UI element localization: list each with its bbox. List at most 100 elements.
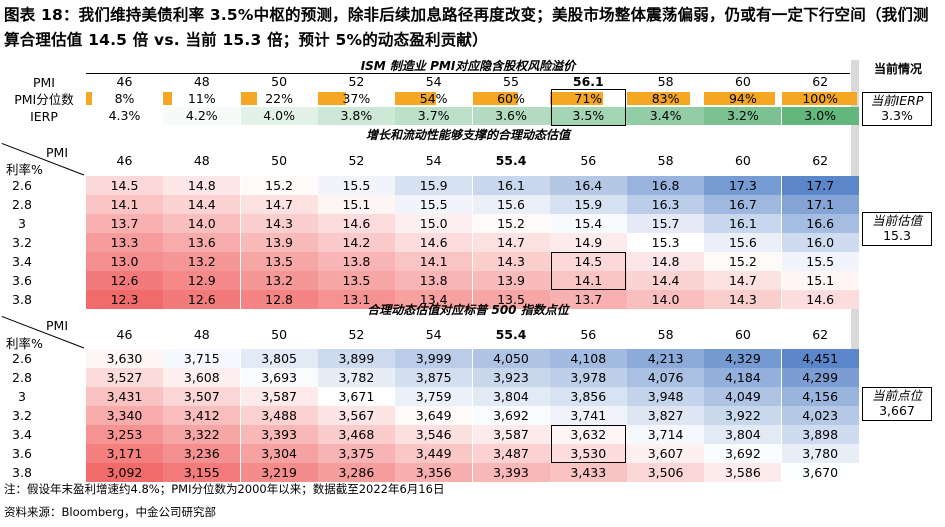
heatmap-cell: 13.5 <box>240 252 318 271</box>
current-valuation-value: 15.3 <box>883 228 911 243</box>
percentile-label: 94% <box>728 91 757 106</box>
rate-row-label: 3.8 <box>12 292 32 307</box>
ierp-cell: 3.6% <box>472 107 550 125</box>
heatmap-cell: 3,827 <box>627 406 705 425</box>
heatmap-cell: 15.9 <box>549 195 627 214</box>
heatmap-cell: 3,587 <box>472 425 550 444</box>
rate-row-label: 3 <box>18 389 26 404</box>
heatmap-cell: 4,451 <box>781 349 859 368</box>
rate-row-label: 3.2 <box>12 235 32 250</box>
pmi-header-cell: 56 <box>580 153 597 168</box>
heatmap-cell: 14.2 <box>317 233 395 252</box>
heatmap-cell: 3,922 <box>704 406 782 425</box>
heatmap-cell: 4,049 <box>704 387 782 406</box>
ierp-cell: 3.5% <box>549 107 627 125</box>
rate-row-label: 2.8 <box>12 197 32 212</box>
heatmap-cell: 3,608 <box>163 368 241 387</box>
heatmap-cell: 3,340 <box>86 406 163 425</box>
heatmap-cell: 3,899 <box>317 349 395 368</box>
heatmap-cell: 17.3 <box>704 176 782 195</box>
percentile-label: 60% <box>497 91 525 106</box>
heatmap-cell: 15.5 <box>395 195 473 214</box>
heatmap-cell: 3,923 <box>472 368 550 387</box>
percentile-label: 11% <box>187 91 216 106</box>
pmi-percentile-cell: 60% <box>472 90 550 107</box>
heatmap-cell: 3,322 <box>163 425 241 444</box>
rate-row-label: 3.4 <box>12 254 32 269</box>
heatmap-cell: 15.7 <box>627 214 705 233</box>
pmi-header-cell: 52 <box>348 153 365 168</box>
ierp-cell: 3.2% <box>704 107 782 125</box>
footnote: 注：假设年末盈利增速约4.8%；PMI分位数为2000年以来；数据截至2022年… <box>4 482 445 496</box>
heatmap-cell: 3,393 <box>472 463 550 482</box>
heatmap-cell: 4,076 <box>627 368 705 387</box>
pmi-percentile-cell: 100% <box>781 90 859 107</box>
pmi-header-cell: 48 <box>193 327 210 342</box>
corner-rate-label: 利率% <box>6 336 43 351</box>
pmi-header-cell: 62 <box>812 74 829 89</box>
highlight-box-pmi-56-1 <box>550 89 627 126</box>
ierp-cell: 3.8% <box>317 107 395 125</box>
percentile-bar <box>704 92 776 105</box>
heatmap-cell: 14.5 <box>86 176 163 195</box>
heatmap-cell: 14.3 <box>240 214 318 233</box>
heatmap-cell: 3,804 <box>704 425 782 444</box>
section3-title: 合理动态估值对应标普 500 指数点位 <box>367 303 569 317</box>
current-index-value: 3,667 <box>879 403 915 418</box>
pmi-header-cell: 56 <box>580 327 597 342</box>
heatmap-cell: 3,692 <box>704 444 782 463</box>
heatmap-cell: 3,431 <box>86 387 163 406</box>
section1-title: ISM 制造业 PMI对应隐含股权风险溢价 <box>360 59 576 73</box>
pmi-header-cell: 55.4 <box>495 153 527 168</box>
row-label-ierp: IERP <box>30 109 58 124</box>
heatmap-cell: 15.4 <box>549 214 627 233</box>
heatmap-cell: 3,804 <box>472 387 550 406</box>
heatmap-cell: 3,433 <box>549 463 627 482</box>
heatmap-cell: 3,356 <box>395 463 473 482</box>
pmi-header-cell: 56.1 <box>572 74 604 89</box>
heatmap-cell: 14.4 <box>163 195 241 214</box>
heatmap-cell: 13.5 <box>472 290 550 309</box>
heatmap-cell: 13.7 <box>86 214 163 233</box>
pmi-header-cell: 50 <box>271 327 288 342</box>
heatmap-cell: 3,693 <box>240 368 318 387</box>
heatmap-cell: 15.2 <box>240 176 318 195</box>
pmi-header-cell: 60 <box>734 327 751 342</box>
pmi-percentile-cell: 22% <box>240 90 318 107</box>
heatmap-cell: 3,468 <box>317 425 395 444</box>
heatmap-cell: 3,632 <box>549 425 627 444</box>
heatmap-cell: 3,546 <box>395 425 473 444</box>
percentile-bar <box>317 92 346 105</box>
heatmap-cell: 3,715 <box>163 349 241 368</box>
heatmap-cell: 16.4 <box>549 176 627 195</box>
pmi-header-cell: 62 <box>812 327 829 342</box>
pmi-percentile-cell: 71% <box>549 90 627 107</box>
heatmap-cell: 14.1 <box>86 195 163 214</box>
heatmap-cell: 3,487 <box>472 444 550 463</box>
heatmap-cell: 3,449 <box>395 444 473 463</box>
source-note: 资料来源：Bloomberg，中金公司研究部 <box>4 505 217 519</box>
percentile-label: 8% <box>114 91 135 106</box>
percentile-bar <box>472 92 518 105</box>
heatmap-cell: 13.7 <box>549 290 627 309</box>
heatmap-cell: 14.6 <box>781 290 859 309</box>
heatmap-cell: 3,236 <box>163 444 241 463</box>
heatmap-cell: 12.3 <box>86 290 163 309</box>
heatmap-cell: 14.9 <box>549 233 627 252</box>
section2-title: 增长和流动性能够支撑的合理动态估值 <box>365 128 570 142</box>
heatmap-cell: 16.8 <box>627 176 705 195</box>
heatmap-cell: 15.2 <box>704 252 782 271</box>
ierp-cell: 3.4% <box>627 107 705 125</box>
rate-row-label: 2.6 <box>12 351 32 366</box>
pmi-header-cell: 60 <box>734 74 751 89</box>
heatmap-cell: 3,714 <box>627 425 705 444</box>
heatmap-cell: 13.1 <box>317 290 395 309</box>
heatmap-cell: 16.7 <box>704 195 782 214</box>
current-valuation-label: 当前估值 <box>871 213 922 228</box>
heatmap-cell: 17.1 <box>781 195 859 214</box>
heatmap-cell: 17.7 <box>781 176 859 195</box>
current-ierp-label: 当前IERP <box>870 93 924 108</box>
heatmap-cell: 3,219 <box>240 463 318 482</box>
percentile-label: 54% <box>419 91 448 106</box>
heatmap-cell: 14.5 <box>549 252 627 271</box>
